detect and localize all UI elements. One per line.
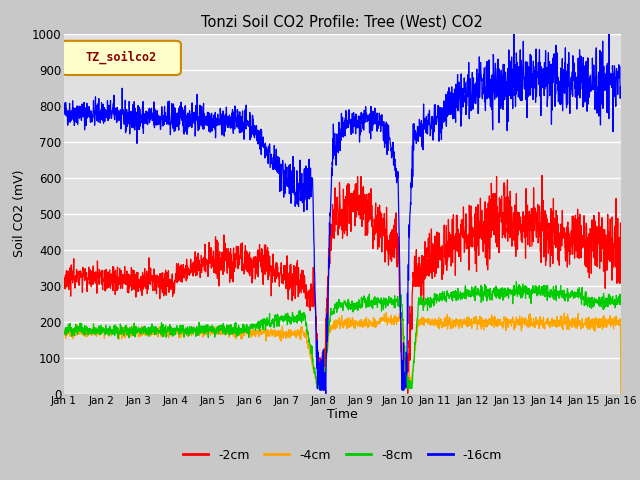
Y-axis label: Soil CO2 (mV): Soil CO2 (mV) [13, 170, 26, 257]
Text: TZ_soilco2: TZ_soilco2 [85, 51, 156, 64]
Legend: -2cm, -4cm, -8cm, -16cm: -2cm, -4cm, -8cm, -16cm [178, 444, 507, 467]
Title: Tonzi Soil CO2 Profile: Tree (West) CO2: Tonzi Soil CO2 Profile: Tree (West) CO2 [202, 15, 483, 30]
FancyBboxPatch shape [61, 41, 181, 75]
X-axis label: Time: Time [327, 408, 358, 421]
